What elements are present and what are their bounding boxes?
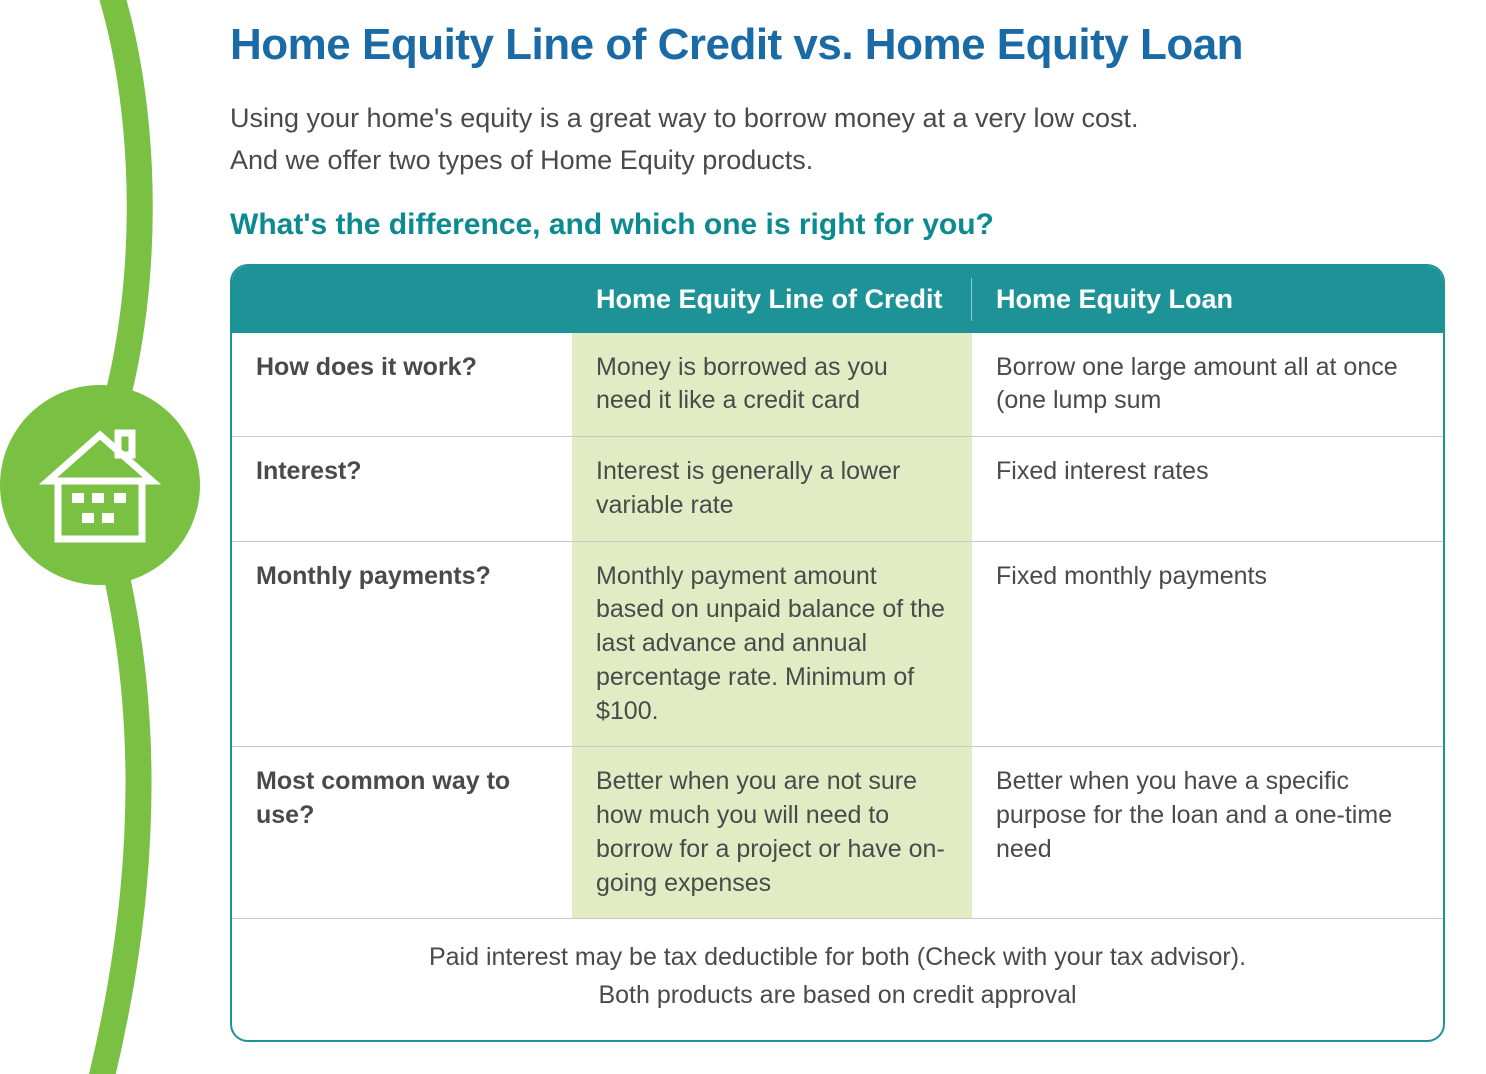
sub-heading: What's the difference, and which one is … bbox=[230, 208, 1460, 242]
table-footer: Paid interest may be tax deductible for … bbox=[232, 919, 1443, 1041]
row-label: Monthly payments? bbox=[232, 541, 572, 747]
table-body: How does it work?Money is borrowed as yo… bbox=[232, 333, 1443, 919]
row-label: Interest? bbox=[232, 437, 572, 542]
intro-text: Using your home's equity is a great way … bbox=[230, 98, 1460, 182]
row-heloan-cell: Fixed monthly payments bbox=[972, 541, 1443, 747]
footer-line-1: Paid interest may be tax deductible for … bbox=[429, 943, 1246, 971]
house-icon bbox=[48, 433, 152, 539]
row-heloc-cell: Money is borrowed as you need it like a … bbox=[572, 333, 972, 437]
row-heloc-cell: Monthly payment amount based on unpaid b… bbox=[572, 541, 972, 747]
row-heloan-cell: Better when you have a specific purpose … bbox=[972, 747, 1443, 919]
table-row: Monthly payments?Monthly payment amount … bbox=[232, 541, 1443, 747]
table-row: Interest?Interest is generally a lower v… bbox=[232, 437, 1443, 542]
table-row: How does it work?Money is borrowed as yo… bbox=[232, 333, 1443, 437]
col-header-heloc: Home Equity Line of Credit bbox=[572, 266, 972, 333]
col-header-blank bbox=[232, 266, 572, 333]
table-row: Most common way to use?Better when you a… bbox=[232, 747, 1443, 919]
intro-line-1: Using your home's equity is a great way … bbox=[230, 103, 1139, 133]
row-label: Most common way to use? bbox=[232, 747, 572, 919]
comparison-table-wrapper: Home Equity Line of Credit Home Equity L… bbox=[230, 264, 1445, 1043]
row-heloc-cell: Interest is generally a lower variable r… bbox=[572, 437, 972, 542]
row-heloc-cell: Better when you are not sure how much yo… bbox=[572, 747, 972, 919]
row-label: How does it work? bbox=[232, 333, 572, 437]
decor-left-graphic bbox=[0, 0, 200, 1074]
intro-line-2: And we offer two types of Home Equity pr… bbox=[230, 145, 813, 175]
page-title: Home Equity Line of Credit vs. Home Equi… bbox=[230, 20, 1460, 70]
col-header-heloan: Home Equity Loan bbox=[972, 266, 1443, 333]
row-heloan-cell: Fixed interest rates bbox=[972, 437, 1443, 542]
comparison-table: Home Equity Line of Credit Home Equity L… bbox=[232, 266, 1443, 1041]
footer-line-2: Both products are based on credit approv… bbox=[598, 981, 1076, 1009]
row-heloan-cell: Borrow one large amount all at once (one… bbox=[972, 333, 1443, 437]
